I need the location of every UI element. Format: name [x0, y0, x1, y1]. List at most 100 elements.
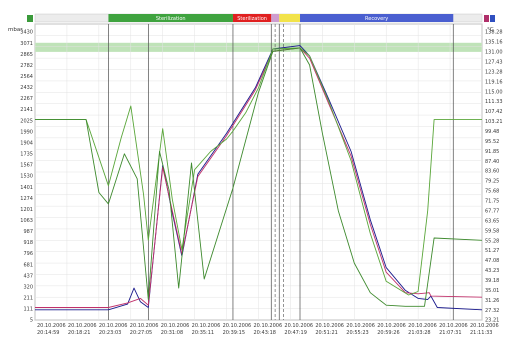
left-axis-tick-label: 211 — [23, 296, 33, 302]
left-axis-tick-label: 437 — [23, 273, 33, 279]
x-axis-tick-date: 20.10.2006 — [68, 323, 97, 329]
right-axis-tick-label: 79.25 — [485, 179, 499, 185]
left-axis-tick-label: 1567 — [20, 163, 33, 169]
series-line — [35, 47, 482, 307]
left-axis-unit: mbar — [8, 27, 23, 33]
x-axis-tick-time: 20:43:18 — [254, 330, 276, 336]
x-axis-tick-date: 20.10.2006 — [377, 323, 406, 329]
x-axis-tick-time: 20:35:11 — [192, 330, 214, 336]
right-axis-tick-label: 39.18 — [485, 278, 499, 284]
x-axis-tick-date: 20.10.2006 — [254, 323, 283, 329]
x-axis-tick-date: 20.10.2006 — [192, 323, 221, 329]
phase-label: Sterilization — [237, 16, 267, 22]
x-axis-tick-date: 20.10.2006 — [439, 323, 468, 329]
left-axis-tick-label: 2782 — [20, 63, 33, 69]
x-axis-tick-time: 20:59:26 — [377, 330, 399, 336]
right-axis-tick-label: 131.00 — [485, 50, 503, 56]
right-axis-tick-label: 111.33 — [485, 99, 503, 105]
right-axis-tick-label: 115.00 — [485, 89, 503, 95]
series-line — [35, 47, 482, 296]
right-axis-tick-label: 47.08 — [485, 258, 499, 264]
grid — [34, 23, 483, 321]
left-axis-tick-label: 3071 — [20, 41, 33, 47]
right-axis-tick-label: 103.21 — [485, 119, 503, 125]
right-axis-tick-label: 43.23 — [485, 268, 499, 274]
phase-segment[interactable] — [279, 14, 301, 22]
phase-segment[interactable] — [300, 14, 454, 22]
phase-segment[interactable] — [108, 14, 233, 22]
x-axis-tick-time: 21:11:33 — [470, 330, 492, 336]
left-axis-tick-label: 2025 — [20, 118, 33, 124]
left-axis-tick-label: 1274 — [20, 196, 33, 202]
right-axis-tick-label: 138.28 — [485, 30, 503, 36]
x-axis-tick-time: 21:07:31 — [439, 330, 461, 336]
x-axis: 20.10.200620:14:5920.10.200620:18:2120.1… — [37, 323, 499, 336]
right-axis-tick-label: 127.43 — [485, 59, 503, 65]
x-axis-tick-date: 20.10.2006 — [223, 323, 252, 329]
x-axis-tick-time: 20:55:23 — [346, 330, 368, 336]
left-axis-tick-label: 918 — [23, 240, 33, 246]
series-lines — [35, 45, 482, 311]
right-axis-handle-icon[interactable] — [484, 15, 489, 22]
left-axis-tick-label: 2432 — [20, 85, 33, 91]
left-axis-tick-label: 1735 — [20, 152, 33, 158]
right-axis-tick-label: 55.28 — [485, 238, 499, 244]
right-axis-tick-label: 67.77 — [485, 208, 499, 214]
right-axis-tick-label: 27.32 — [485, 308, 499, 314]
right-axis-tick-label: 35.01 — [485, 288, 499, 294]
left-axis-tick-label: 987 — [23, 229, 33, 235]
phase-segment[interactable] — [232, 14, 272, 22]
left-axis-tick-label: 1904 — [20, 140, 33, 146]
x-axis-tick-date: 20.10.2006 — [161, 323, 190, 329]
x-axis-tick-time: 20:14:59 — [37, 330, 59, 336]
left-axis-tick-label: 796 — [23, 251, 33, 257]
phase-label: Sterilization — [156, 16, 186, 22]
left-axis-tick-label: 2141 — [20, 107, 33, 113]
right-axis-tick-label: 59.58 — [485, 228, 499, 234]
right-axis-tick-label: 123.28 — [485, 69, 503, 75]
x-axis-tick-date: 20.10.2006 — [346, 323, 375, 329]
x-axis-tick-time: 20:27:05 — [130, 330, 152, 336]
x-axis-tick-date: 20.10.2006 — [470, 323, 499, 329]
right-axis-tick-label: 91.85 — [485, 149, 499, 155]
left-axis-tick-label: 1063 — [20, 218, 33, 224]
x-axis-tick-date: 20.10.2006 — [99, 323, 128, 329]
left-axis-tick-label: 1401 — [20, 185, 33, 191]
right-axis-tick-label: 135.16 — [485, 40, 503, 46]
x-axis-tick-time: 20:51:21 — [315, 330, 337, 336]
x-axis-tick-date: 20.10.2006 — [408, 323, 437, 329]
right-axis-handle-icon-2[interactable] — [490, 15, 495, 22]
left-axis-tick-label: 1990 — [20, 129, 33, 135]
right-axis-tick-label: 119.16 — [485, 79, 503, 85]
left-axis-tick-label: 2564 — [20, 74, 33, 80]
left-axis-tick-label: 5 — [30, 318, 33, 324]
x-axis-tick-date: 20.10.2006 — [130, 323, 159, 329]
right-axis-tick-label: 99.48 — [485, 129, 499, 135]
left-axis-tick-label: 2865 — [20, 52, 33, 58]
right-axis-tick-label: 51.27 — [485, 248, 499, 254]
left-axis-tick-label: 3430 — [20, 30, 33, 36]
right-axis-unit: °C — [487, 27, 494, 33]
phase-markers — [108, 24, 454, 320]
x-axis-tick-date: 20.10.2006 — [315, 323, 344, 329]
x-axis-tick-date: 20.10.2006 — [37, 323, 66, 329]
right-axis: 138.28 135.16 131.00 127.43 123.28 119.16 115.… — [485, 30, 503, 324]
x-axis-tick-time: 20:18:21 — [68, 330, 90, 336]
right-axis-tick-label: 63.65 — [485, 218, 499, 224]
phase-bar: Sterilization Sterilization Recovery — [34, 13, 483, 23]
left-axis-tick-label: 1201 — [20, 207, 33, 213]
phase-segment[interactable] — [271, 14, 280, 22]
left-axis-tick-label: 111 — [23, 307, 33, 313]
left-axis-handle-icon[interactable] — [27, 15, 33, 22]
left-axis: 3430 3071 2865 2782 2564 2432 2267 2141 2025 1990… — [20, 30, 33, 324]
left-axis-tick-label: 1530 — [20, 174, 33, 180]
phase-label: Recovery — [365, 16, 388, 22]
right-axis-tick-label: 87.40 — [485, 159, 499, 165]
right-axis-tick-label: 107.42 — [485, 109, 503, 115]
left-axis-tick-label: 2267 — [20, 96, 33, 102]
right-axis-tick-label: 71.75 — [485, 199, 499, 205]
right-axis-tick-label: 83.60 — [485, 169, 499, 175]
left-axis-tick-label: 681 — [23, 262, 33, 268]
left-axis-tick-label: 320 — [23, 284, 33, 290]
